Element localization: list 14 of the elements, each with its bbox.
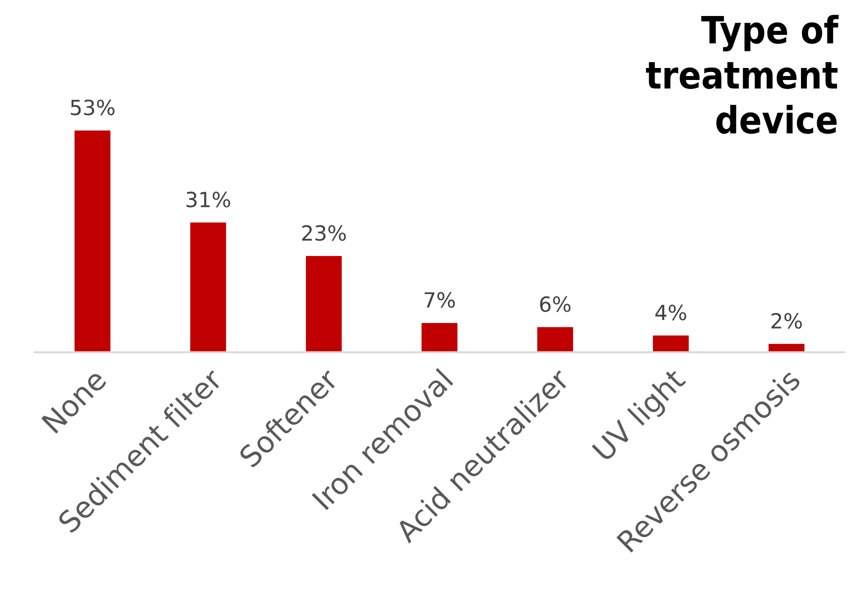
data-label: 6% (540, 296, 571, 312)
data-label: 23% (302, 225, 346, 241)
bar (652, 336, 689, 352)
chart-title: Type of treatment device (646, 14, 839, 134)
bar (190, 222, 226, 352)
data-label: 53% (70, 100, 114, 116)
bar (422, 322, 458, 352)
data-label: 7% (424, 292, 455, 308)
data-label: 31% (186, 192, 230, 208)
data-label: 2% (772, 312, 802, 329)
bar (74, 130, 110, 352)
bar (306, 256, 342, 352)
data-label: 4% (655, 304, 686, 320)
bar (537, 327, 574, 352)
